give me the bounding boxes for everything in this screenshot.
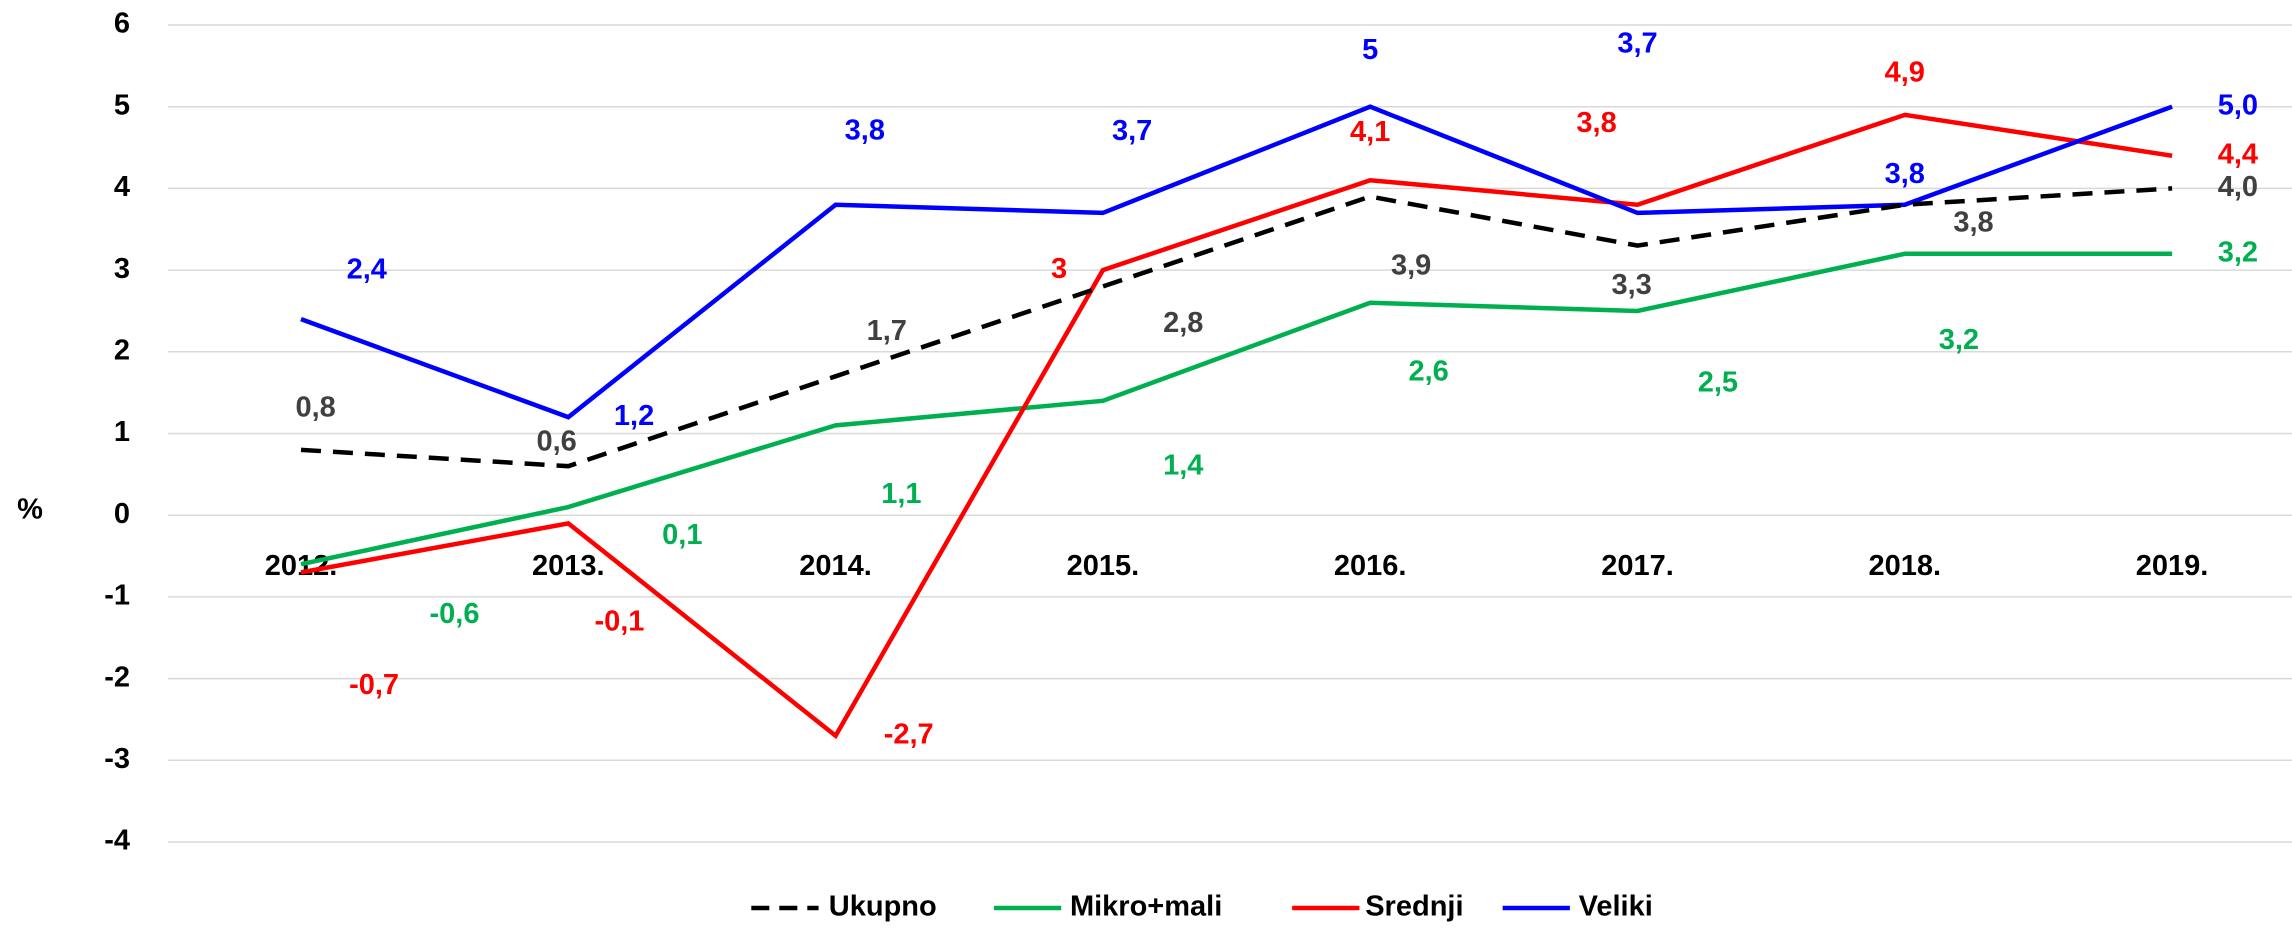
data-label: 0,6 [536,425,576,457]
y-tick-label: 0 [114,498,130,530]
legend-label: Veliki [1579,891,1653,923]
data-label: 3,2 [2218,236,2258,268]
data-label: 4,9 [1885,57,1925,89]
data-label: -0,6 [429,598,479,630]
y-tick-label: 3 [114,253,130,285]
data-label: -0,7 [349,669,399,701]
series-line [300,251,2173,567]
x-tick-label: 2013. [532,550,605,582]
y-tick-label: 2 [114,334,130,366]
data-label: -2,7 [884,718,934,750]
data-label: 3,3 [1611,269,1651,301]
data-label: 3,9 [1391,249,1431,281]
data-label: 3,8 [845,114,885,146]
data-label: 2,8 [1163,307,1203,339]
data-label: 3,8 [1576,107,1616,139]
data-label: 0,8 [295,392,335,424]
x-tick-label: 2018. [1869,550,1942,582]
data-label: 1,2 [614,400,654,432]
data-label: 3,8 [1885,158,1925,190]
data-label: 3,7 [1617,27,1657,59]
x-tick-label: 2015. [1067,550,1140,582]
data-label: 1,1 [881,478,921,510]
legend-label: Srednji [1365,891,1463,923]
data-label: 2,6 [1409,356,1449,388]
x-tick-label: 2019. [2136,550,2209,582]
y-tick-label: 1 [114,416,130,448]
y-tick-label: 6 [114,8,130,40]
y-tick-label: -4 [104,825,130,857]
data-label: 3,7 [1112,115,1152,147]
data-label: 1,7 [867,315,907,347]
legend-label: Mikro+mali [1070,891,1222,923]
data-label: 3,2 [1939,324,1979,356]
y-tick-label: -2 [104,661,130,693]
data-label: 4,4 [2218,138,2258,170]
data-label: 1,4 [1163,449,1203,481]
data-label: 2,5 [1698,367,1738,399]
series-line [300,104,2173,420]
x-tick-label: 2016. [1334,550,1407,582]
data-label: 2,4 [347,254,387,286]
series-line [300,112,2173,740]
data-label: 3,8 [1953,206,1993,238]
y-axis-label: % [17,494,43,526]
data-label: 4,1 [1350,116,1390,148]
data-label: 4,0 [2218,171,2258,203]
data-label: 3 [1051,253,1067,285]
y-tick-label: 5 [114,89,130,121]
data-label: 5,0 [2218,89,2258,121]
x-tick-label: 2017. [1601,550,1674,582]
data-label: 0,1 [662,519,702,551]
y-tick-label: -3 [104,743,130,775]
y-tick-label: 4 [114,171,130,203]
y-tick-label: -1 [104,580,130,612]
series-line [300,186,2173,469]
data-label: -0,1 [594,605,644,637]
legend-label: Ukupno [829,891,937,923]
x-tick-label: 2014. [799,550,872,582]
data-label: 5 [1362,34,1378,66]
